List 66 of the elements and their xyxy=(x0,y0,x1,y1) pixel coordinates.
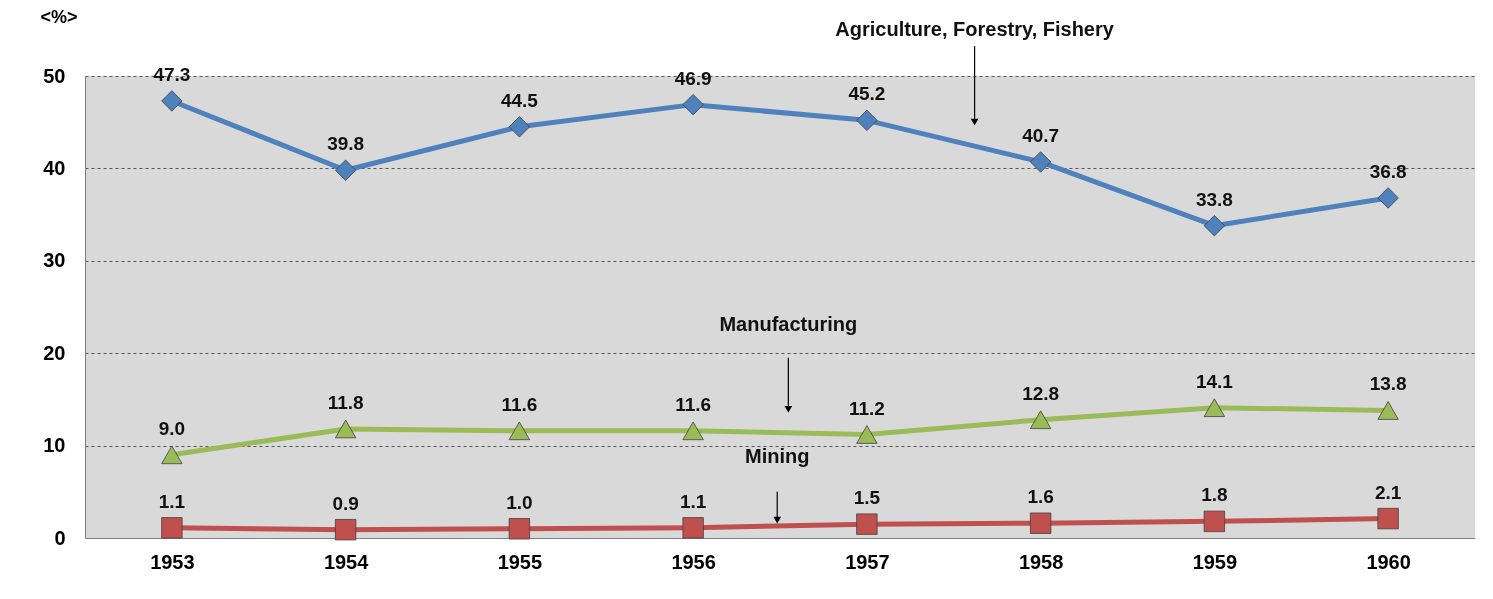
data-label: 11.6 xyxy=(675,393,712,415)
point xyxy=(508,116,531,138)
point xyxy=(161,517,183,539)
data-label: 2.1 xyxy=(1374,481,1402,503)
y-tick-label: 0 xyxy=(54,526,66,549)
point xyxy=(1203,398,1226,417)
point xyxy=(1029,151,1052,173)
data-label: 9.0 xyxy=(158,417,186,439)
y-tick-label: 40 xyxy=(43,156,66,179)
y-tick-label: 20 xyxy=(43,341,66,364)
y-tick-label: 50 xyxy=(43,64,66,87)
data-label: 39.8 xyxy=(327,133,365,155)
point xyxy=(682,94,704,116)
data-label: 33.8 xyxy=(1195,188,1233,210)
data-label: 14.1 xyxy=(1195,370,1234,392)
data-label: 1.1 xyxy=(158,490,186,512)
point xyxy=(1203,215,1226,237)
y-tick-label: 30 xyxy=(43,249,66,272)
x-tick-label: 1955 xyxy=(497,550,543,573)
text: Agriculture, Forestry, Fishery xyxy=(835,18,1115,40)
point xyxy=(334,519,357,541)
x-tick-label: 1956 xyxy=(671,550,716,573)
point xyxy=(682,421,704,441)
point xyxy=(161,90,183,112)
text: Manufacturing xyxy=(719,313,858,336)
data-label: 40.7 xyxy=(1022,124,1060,146)
point xyxy=(334,159,357,181)
point xyxy=(856,425,878,444)
x-tick-label: 1954 xyxy=(323,550,370,573)
data-label: 46.9 xyxy=(674,67,712,89)
data-label: 12.8 xyxy=(1022,382,1060,404)
data-label: 11.6 xyxy=(501,393,538,415)
data-label: 44.5 xyxy=(500,89,539,111)
x-tick-label: 1959 xyxy=(1192,550,1238,573)
data-label: 11.8 xyxy=(327,391,364,413)
point xyxy=(508,518,531,540)
point xyxy=(161,445,183,465)
point xyxy=(856,513,878,535)
data-label: 1.1 xyxy=(679,490,707,512)
data-label: 11.2 xyxy=(848,397,885,419)
point xyxy=(856,109,878,131)
data-label: 1.6 xyxy=(1027,486,1054,508)
data-label: 36.8 xyxy=(1369,160,1407,182)
point xyxy=(1377,507,1399,530)
x-tick-label: 1958 xyxy=(1018,550,1064,573)
point xyxy=(1029,410,1052,429)
data-label: 1.5 xyxy=(853,487,881,509)
point xyxy=(508,421,531,441)
data-label: 0.9 xyxy=(332,492,359,514)
data-label: 1.0 xyxy=(506,491,533,513)
x-tick-label: 1960 xyxy=(1366,550,1411,573)
point xyxy=(1377,187,1399,209)
data-label: 47.3 xyxy=(153,63,191,85)
y-axis-title: <%> xyxy=(40,6,78,27)
data-label: 45.2 xyxy=(848,83,886,105)
x-tick-label: 1957 xyxy=(845,550,890,573)
x-tick-label: 1953 xyxy=(150,550,195,573)
point xyxy=(1029,512,1052,534)
point xyxy=(1377,401,1399,420)
data-label: 1.8 xyxy=(1201,484,1228,506)
point xyxy=(334,419,357,439)
point xyxy=(1203,510,1226,533)
point xyxy=(682,517,704,539)
data-label: 13.8 xyxy=(1369,373,1407,395)
text: Mining xyxy=(745,445,810,468)
y-tick-label: 10 xyxy=(43,434,66,457)
